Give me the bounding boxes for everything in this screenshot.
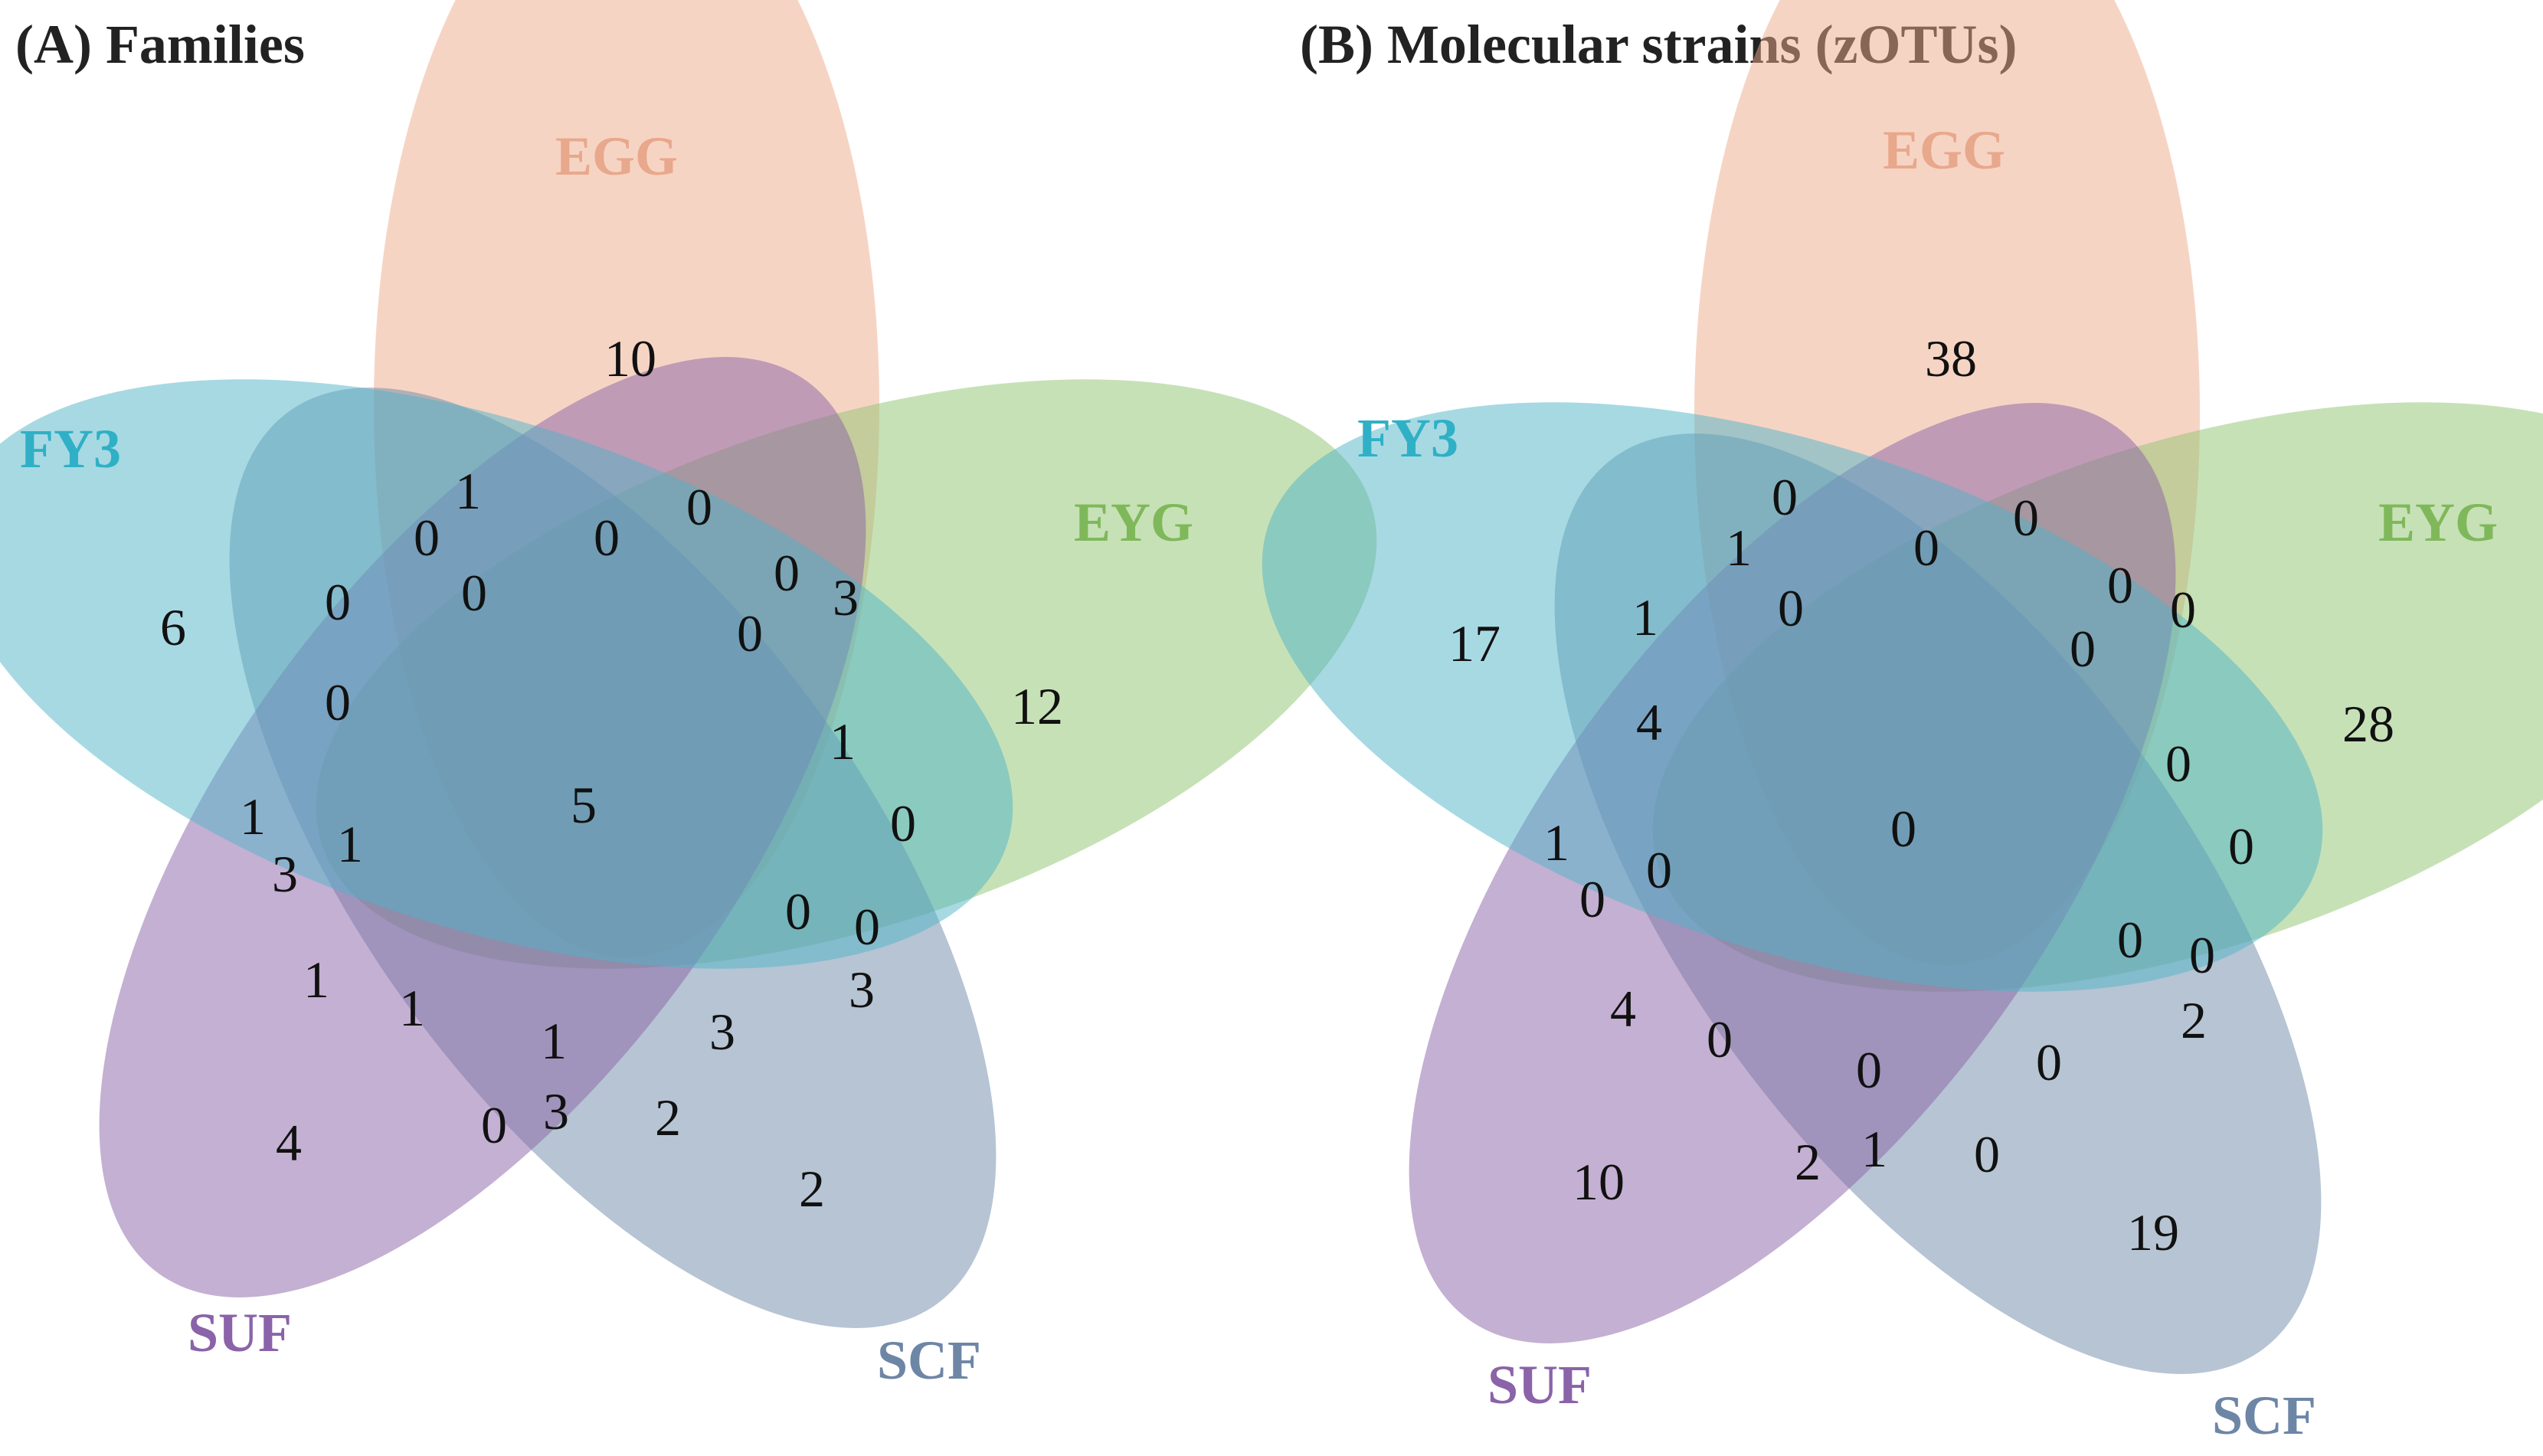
panel-a: (A) Families EGG EYG SCF SUF FY3 10 12 2… — [0, 0, 1377, 1391]
region-count: 0 — [2165, 735, 2191, 793]
region-count: 2 — [2181, 991, 2207, 1049]
region-count: 0 — [2070, 620, 2096, 678]
region-count: 2 — [1795, 1133, 1821, 1191]
panel-b-counts: 38 28 19 10 17 0 1 0 0 0 1 0 0 0 4 0 0 1… — [1448, 329, 2394, 1261]
region-count: 1 — [337, 815, 363, 873]
region-count: 38 — [1925, 329, 1977, 388]
region-count: 1 — [303, 950, 329, 1009]
panel-a-ellipses — [0, 0, 1377, 1328]
region-count: 0 — [2013, 489, 2039, 547]
region-count: 0 — [2189, 926, 2215, 984]
region-count: 6 — [160, 598, 186, 656]
panel-a-title: (A) Families — [15, 14, 305, 75]
region-count: 0 — [461, 564, 487, 622]
panel-a-counts: 10 12 2 4 6 1 0 0 0 0 0 0 3 0 0 1 0 1 5 … — [160, 329, 1063, 1218]
region-count: 0 — [1772, 468, 1798, 526]
region-count: 4 — [1610, 980, 1636, 1038]
region-count: 2 — [799, 1160, 825, 1218]
region-count: 0 — [1974, 1125, 2000, 1183]
region-count: 0 — [481, 1096, 507, 1154]
set-label-eyg: EYG — [2378, 492, 2498, 553]
region-count: 0 — [1856, 1041, 1882, 1099]
region-count: 0 — [1579, 870, 1605, 928]
set-label-fy3: FY3 — [1357, 407, 1458, 469]
region-count: 0 — [325, 573, 351, 631]
region-count: 3 — [543, 1082, 569, 1140]
region-count: 0 — [854, 898, 880, 956]
region-count: 17 — [1448, 614, 1501, 672]
region-count: 0 — [737, 604, 763, 663]
region-count: 3 — [272, 845, 298, 903]
region-count: 0 — [325, 673, 351, 731]
region-count: 1 — [541, 1012, 567, 1070]
region-count: 0 — [2036, 1033, 2062, 1091]
region-count: 3 — [709, 1003, 735, 1061]
region-count: 12 — [1011, 677, 1063, 735]
region-count: 0 — [785, 882, 811, 941]
region-count: 1 — [1632, 588, 1658, 646]
region-count: 0 — [686, 478, 712, 536]
region-count: 0 — [2228, 817, 2254, 875]
region-count: 1 — [830, 712, 856, 771]
set-label-scf: SCF — [2212, 1385, 2316, 1446]
region-count: 10 — [604, 329, 656, 388]
panel-b: (B) Molecular strains (zOTUs) EGG EYG SC… — [1262, 0, 2543, 1446]
region-count: 1 — [1543, 813, 1569, 872]
region-count: 28 — [2342, 695, 2394, 753]
region-count: 1 — [1726, 519, 1752, 577]
region-count: 0 — [594, 509, 620, 567]
region-count: 19 — [2127, 1203, 2179, 1261]
set-label-egg: EGG — [1883, 119, 2005, 181]
region-count: 5 — [571, 776, 597, 834]
region-count: 0 — [1890, 800, 1916, 858]
region-count: 0 — [2107, 556, 2133, 614]
region-count: 4 — [1636, 693, 1662, 751]
set-label-fy3: FY3 — [20, 418, 121, 479]
ellipse-fy3 — [1262, 402, 2323, 992]
set-label-scf: SCF — [877, 1330, 981, 1391]
ellipse-fy3 — [0, 379, 1013, 969]
region-count: 0 — [414, 509, 440, 567]
set-label-suf: SUF — [188, 1302, 292, 1363]
region-count: 3 — [849, 960, 875, 1019]
region-count: 2 — [655, 1088, 681, 1147]
region-count: 0 — [890, 794, 916, 852]
region-count: 0 — [1913, 519, 1939, 577]
region-count: 0 — [1646, 841, 1672, 899]
region-count: 1 — [399, 979, 425, 1037]
region-count: 1 — [240, 787, 266, 846]
region-count: 1 — [455, 462, 481, 520]
set-label-egg: EGG — [555, 126, 678, 187]
region-count: 10 — [1573, 1153, 1625, 1211]
set-label-eyg: EYG — [1074, 492, 1193, 553]
region-count: 1 — [1861, 1120, 1887, 1178]
region-count: 0 — [774, 544, 800, 602]
set-label-suf: SUF — [1488, 1354, 1592, 1415]
region-count: 0 — [1778, 579, 1804, 637]
region-count: 3 — [833, 568, 859, 627]
region-count: 4 — [276, 1114, 302, 1172]
panel-b-ellipses — [1262, 0, 2543, 1374]
region-count: 0 — [2117, 911, 2143, 969]
region-count: 0 — [1707, 1010, 1733, 1068]
region-count: 0 — [2170, 581, 2196, 639]
